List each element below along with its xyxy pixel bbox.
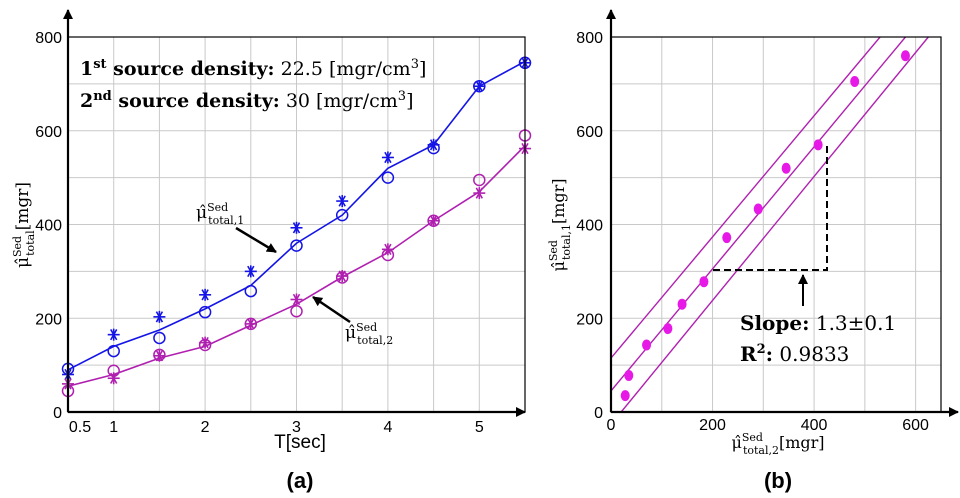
- panel-a-y-tick-label: 0: [53, 405, 62, 422]
- panel-b-y-tick-label: 800: [576, 30, 603, 47]
- series-total2-star-marker: [427, 214, 440, 227]
- r2-annotation: R2: 0.9833: [740, 342, 849, 366]
- scatter-point: [624, 369, 634, 381]
- series-total1-circle-marker: [198, 305, 212, 319]
- series-1-label: μ̂Sed total,1: [196, 201, 244, 227]
- scatter-point: [699, 276, 709, 288]
- slope-triangle: [713, 143, 828, 271]
- panel-b-x-tick-label: 200: [699, 417, 726, 434]
- scatter-point: [900, 50, 910, 62]
- panel-b-y-label: μ̂Sedtotal,1[mgr]: [547, 178, 573, 271]
- panel-a-x-tick-label: 5: [475, 419, 484, 436]
- slope-annotation: Slope: 1.3±0.1: [740, 311, 896, 335]
- series-total1-fit-line: [67, 60, 526, 371]
- scatter-point: [813, 139, 823, 151]
- panel-a-caption: (a): [287, 468, 314, 493]
- panel-a-y-tick-label: 800: [35, 30, 62, 47]
- density-annotation-1: 1st source density: 22.5 [mgr/cm3]: [80, 57, 426, 80]
- series-total1-star-marker: [427, 138, 440, 151]
- series-total1-star-marker: [290, 221, 303, 234]
- series-total1-circle-marker: [107, 344, 120, 358]
- scatter-point: [850, 76, 860, 88]
- panel-b-points: [620, 50, 910, 402]
- series-total2-star-marker: [381, 243, 394, 256]
- series-total2-star-marker: [153, 349, 166, 362]
- panel-b-tick-labels: 0 200 400 600 0 200 400 600 800: [576, 30, 929, 434]
- series-total1-star-marker: [199, 288, 212, 301]
- series-total2-circle-marker: [290, 304, 303, 318]
- panel-b-x-tick-label: 400: [801, 417, 828, 434]
- series-total1-circle-marker: [244, 284, 258, 298]
- scatter-point: [663, 323, 673, 335]
- panel-a-x-tick-label: 2: [201, 419, 210, 436]
- scatter-point: [722, 232, 732, 244]
- scatter-point: [753, 203, 763, 215]
- panel-a-tick-labels: 0.5 1 2 3 4 5 0 200 400 600 800: [35, 30, 484, 436]
- panel-a-x-tick-label: 1: [109, 419, 118, 436]
- regression-line-3: [620, 37, 929, 412]
- regression-line-1: [611, 37, 881, 359]
- series-total2-circle-marker: [473, 173, 486, 187]
- series-1-pointer-arrow: [235, 226, 277, 254]
- series-total1-circle-marker: [381, 171, 395, 184]
- panel-a-chart: 0.5 1 2 3 4 5 0 200 400 600 800 T[sec] μ̂Sedtotal[…: [11, 9, 532, 493]
- panel-a-x-tick-label: 3: [292, 419, 301, 436]
- series-total1-star-marker: [336, 195, 349, 208]
- series-total2-star-marker: [290, 293, 303, 306]
- series-total2-star-marker: [336, 270, 349, 283]
- panel-b-x-tick-label: 600: [902, 417, 929, 434]
- panel-b-y-tick-label: 600: [576, 124, 603, 141]
- panel-a-x-tick-label: 0.5: [69, 419, 91, 436]
- panel-b-chart: 0 200 400 600 0 200 400 600 800 Slope: 1.3±0.1 R…: [547, 9, 959, 493]
- series-2-label: μ̂Sed total,2: [345, 321, 393, 347]
- panel-a-x-label: T[sec]: [274, 432, 326, 453]
- scatter-point: [781, 162, 791, 174]
- panel-b-x-tick-label: 0: [607, 417, 616, 434]
- panel-b-y-tick-label: 400: [576, 218, 603, 235]
- scatter-point: [620, 390, 630, 402]
- panel-b-caption: (b): [764, 468, 792, 493]
- series-total2-star-marker: [244, 317, 257, 330]
- panel-b-y-tick-label: 200: [576, 311, 603, 328]
- series-total1-star-marker: [473, 80, 486, 93]
- series-total1-star-marker: [381, 151, 394, 164]
- series-total1-circle-marker: [153, 331, 166, 345]
- series-total2-star-marker: [107, 372, 120, 385]
- panel-a-y-tick-label: 200: [35, 311, 62, 328]
- panel-b-x-label: μ̂Sed total,2[mgr]: [731, 431, 824, 457]
- panel-a-y-tick-label: 600: [35, 124, 62, 141]
- series-total1-star-marker: [107, 328, 120, 341]
- series-total1-star-marker: [153, 310, 166, 323]
- series-2-pointer-arrow: [312, 295, 351, 324]
- density-annotation-2: 2nd source density: 30 [mgr/cm3]: [80, 89, 414, 112]
- panel-b-y-tick-label: 0: [594, 405, 603, 422]
- series-total1-star-marker: [244, 265, 257, 278]
- panel-a-y-label: μ̂Sedtotal[mgr]: [11, 182, 37, 268]
- panel-a-x-tick-label: 4: [383, 419, 392, 436]
- series-total2-star-marker: [199, 336, 212, 349]
- scatter-point: [642, 339, 652, 351]
- series-total2-star-marker: [473, 187, 486, 200]
- series-total1-circle-marker: [290, 239, 303, 252]
- panel-a-y-tick-label: 400: [35, 218, 62, 235]
- series-total1-circle-marker: [335, 208, 349, 222]
- scatter-point: [677, 298, 687, 310]
